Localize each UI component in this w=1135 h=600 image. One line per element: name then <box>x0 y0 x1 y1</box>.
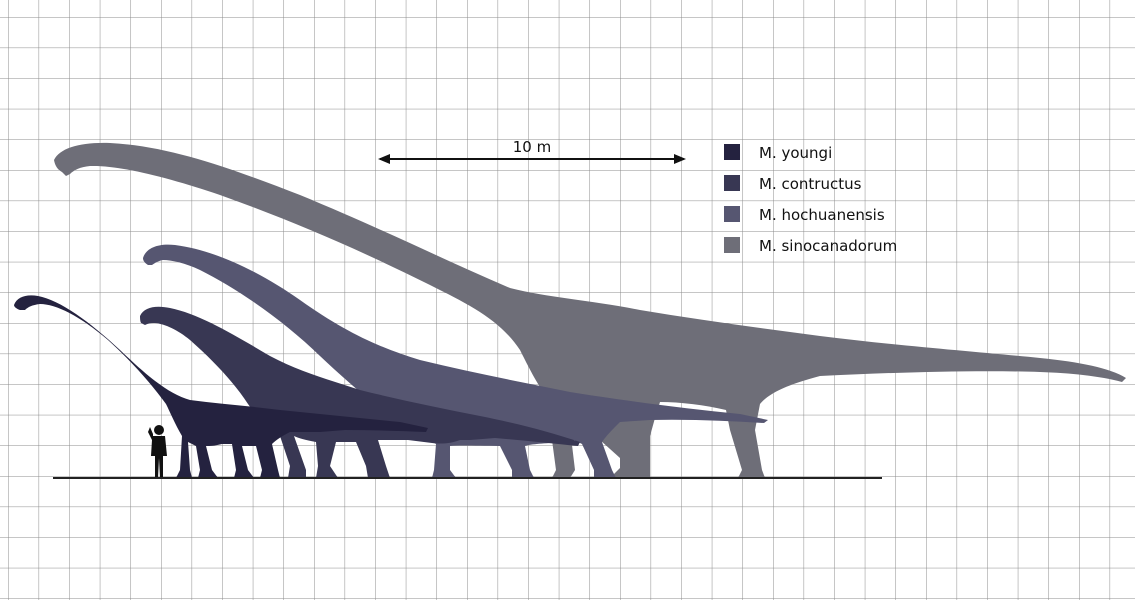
legend-item: M. sinocanadorum <box>724 237 897 255</box>
silhouette-m-sinocanadorum <box>54 142 1126 478</box>
silhouette-m-youngi <box>14 295 428 478</box>
human-silhouette-icon <box>148 425 167 478</box>
legend-item: M. hochuanensis <box>724 206 885 224</box>
scale-bar: 10 m <box>378 138 686 164</box>
legend-label: M. contructus <box>759 175 862 193</box>
legend-label: M. hochuanensis <box>759 206 885 224</box>
scale-bar-label: 10 m <box>513 138 551 156</box>
legend-swatch <box>724 144 740 160</box>
legend-item: M. youngi <box>724 144 832 162</box>
legend-swatch <box>724 175 740 191</box>
double-arrow-icon <box>674 154 686 164</box>
legend-swatch <box>724 237 740 253</box>
legend-label: M. sinocanadorum <box>759 237 897 255</box>
legend-swatch <box>724 206 740 222</box>
legend: M. youngi M. contructus M. hochuanensis … <box>724 144 897 255</box>
legend-item: M. contructus <box>724 175 862 193</box>
legend-label: M. youngi <box>759 144 832 162</box>
silhouette-m-contructus <box>140 306 580 478</box>
silhouette-m-hochuanensis <box>143 244 768 478</box>
double-arrow-icon <box>378 154 390 164</box>
